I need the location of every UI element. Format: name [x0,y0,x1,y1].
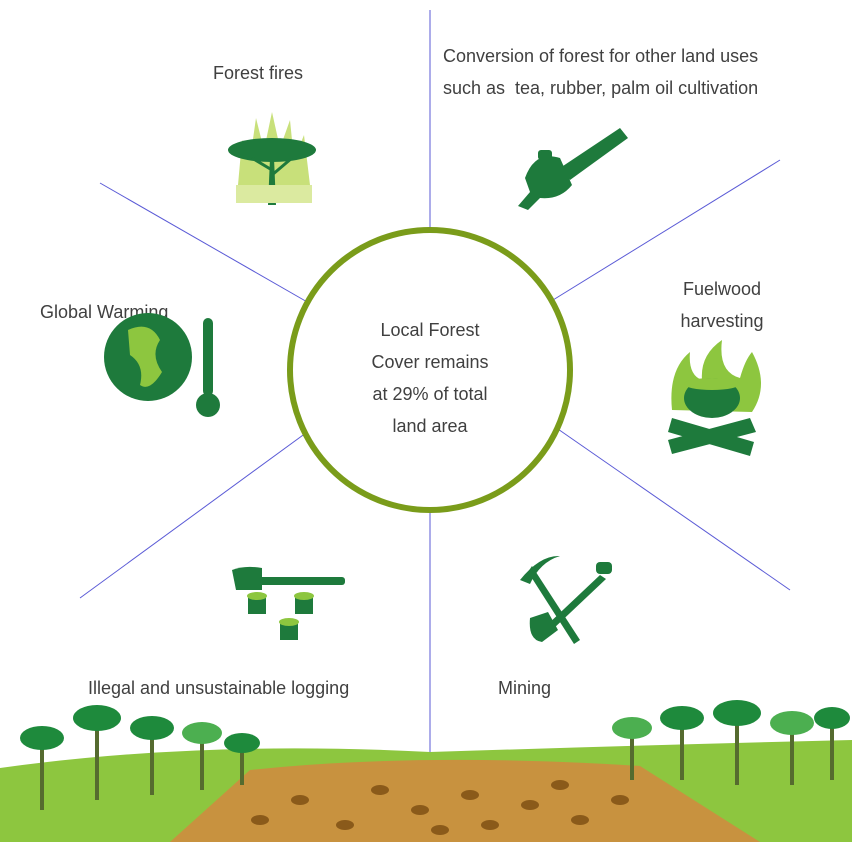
diagram: Local Forest Cover remains at 29% of tot… [0,0,852,842]
driver-label: Conversion of forest for other land uses [443,46,758,66]
center-line: Cover remains [371,352,488,372]
chainsaw-icon [518,128,628,210]
center-line: land area [392,416,468,436]
driver-label: harvesting [680,311,763,331]
driver-label: Mining [498,678,551,698]
fire-icon [228,112,316,205]
landscape [0,700,852,842]
center-line: at 29% of total [372,384,487,404]
fuelwood-icon [668,340,761,456]
mining-icon [520,556,612,644]
driver-label: Fuelwood [683,279,761,299]
logging-icon [232,567,345,640]
globe-icon [104,313,220,417]
center-line: Local Forest [380,320,479,340]
driver-label: Forest fires [213,63,303,83]
spoke [80,430,310,598]
driver-label: Illegal and unsustainable logging [88,678,349,698]
driver-label: such as tea, rubber, palm oil cultivatio… [443,78,758,98]
